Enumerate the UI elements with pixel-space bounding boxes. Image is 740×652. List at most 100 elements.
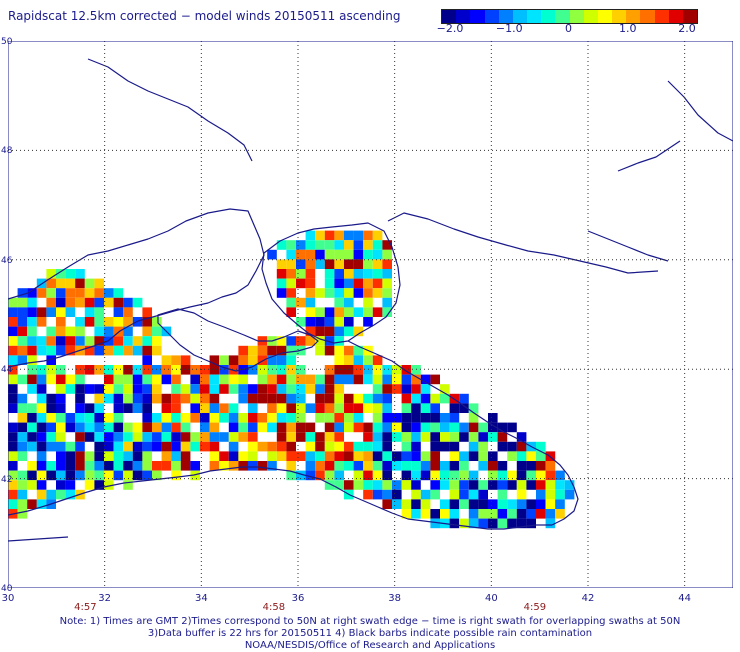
wind-cell <box>286 393 296 404</box>
wind-cell <box>180 461 191 471</box>
wind-cell <box>142 461 152 471</box>
wind-cell <box>36 307 47 317</box>
wind-cell <box>84 480 95 490</box>
wind-cell <box>353 403 364 413</box>
wind-cell <box>545 461 556 471</box>
wind-cell <box>84 403 95 413</box>
wind-cell <box>257 355 268 365</box>
wind-cell <box>190 470 200 481</box>
wind-cell <box>353 461 364 471</box>
wind-cell <box>382 470 392 481</box>
wind-cell <box>267 393 277 404</box>
wind-cell <box>430 480 440 490</box>
wind-cell <box>8 461 18 471</box>
wind-cell <box>200 384 210 394</box>
wind-cell <box>334 259 344 269</box>
wind-cell <box>401 470 412 481</box>
wind-cell <box>65 441 76 452</box>
wind-cell <box>8 470 18 481</box>
wind-cell <box>344 249 354 260</box>
wind-cell <box>75 269 85 279</box>
wind-cell <box>46 326 56 337</box>
wind-cell <box>344 355 354 365</box>
wind-cell <box>372 432 383 442</box>
wind-cell <box>17 480 28 490</box>
wind-cell <box>152 336 162 346</box>
wind-cell <box>430 413 440 423</box>
wind-cell <box>353 480 364 490</box>
wind-cell <box>478 422 488 433</box>
latitude-label: 44 <box>1 365 13 376</box>
wind-cell <box>372 441 383 452</box>
wind-cell <box>142 317 152 327</box>
wind-cell <box>276 403 287 413</box>
wind-cell <box>228 422 239 433</box>
wind-cell <box>190 384 200 394</box>
wind-cell <box>334 317 344 327</box>
wind-cell <box>296 278 306 289</box>
wind-cell <box>27 345 37 356</box>
wind-cell <box>104 365 114 375</box>
wind-cell <box>276 345 287 356</box>
wind-cell <box>324 432 335 442</box>
wind-cell <box>113 441 124 452</box>
wind-cell <box>123 336 133 346</box>
wind-cell <box>545 470 556 481</box>
wind-cell <box>84 317 95 327</box>
wind-cell <box>123 480 133 490</box>
wind-cell <box>65 307 76 317</box>
wind-cell <box>401 499 412 509</box>
wind-cell <box>17 374 28 385</box>
wind-cell <box>104 451 114 461</box>
wind-cell <box>536 480 546 490</box>
wind-cell <box>545 509 556 519</box>
wind-cell <box>526 518 536 529</box>
wind-cell <box>363 259 373 269</box>
wind-cell <box>296 249 306 260</box>
wind-cell <box>420 509 431 519</box>
wind-cell <box>353 259 364 269</box>
wind-cell <box>286 413 296 423</box>
wind-cell <box>363 374 373 385</box>
wind-cell <box>449 480 460 490</box>
wind-cell <box>296 384 306 394</box>
wind-cell <box>180 422 191 433</box>
wind-cell <box>420 403 431 413</box>
wind-cell <box>296 451 306 461</box>
wind-cell <box>17 317 28 327</box>
wind-cell <box>180 384 191 394</box>
wind-cell <box>94 470 104 481</box>
wind-cell <box>324 451 335 461</box>
wind-cell <box>94 403 104 413</box>
wind-cell <box>267 249 277 260</box>
wind-cell <box>161 393 172 404</box>
wind-cell <box>171 365 181 375</box>
wind-cell <box>296 269 306 279</box>
wind-cell <box>324 384 335 394</box>
wind-cell <box>363 288 373 298</box>
wind-cell <box>286 249 296 260</box>
wind-cell <box>440 422 450 433</box>
wind-cell <box>17 336 28 346</box>
colorbar-swatch <box>569 10 584 23</box>
wind-cell <box>392 499 402 509</box>
wind-cell <box>353 230 364 241</box>
wind-cell <box>113 461 124 471</box>
wind-cell <box>286 403 296 413</box>
wind-cell <box>536 470 546 481</box>
wind-cell <box>56 326 66 337</box>
wind-cell <box>228 413 239 423</box>
wind-cell <box>516 470 527 481</box>
wind-cell <box>171 470 181 481</box>
wind-cell <box>382 461 392 471</box>
wind-cell <box>392 489 402 500</box>
wind-cell <box>17 345 28 356</box>
wind-cell <box>497 470 508 481</box>
wind-cell <box>420 384 431 394</box>
longitude-label: 36 <box>291 593 305 604</box>
wind-cell <box>411 509 421 519</box>
wind-cell <box>180 432 191 442</box>
wind-cell <box>382 489 392 500</box>
wind-cell <box>430 470 440 481</box>
wind-cell <box>200 422 210 433</box>
